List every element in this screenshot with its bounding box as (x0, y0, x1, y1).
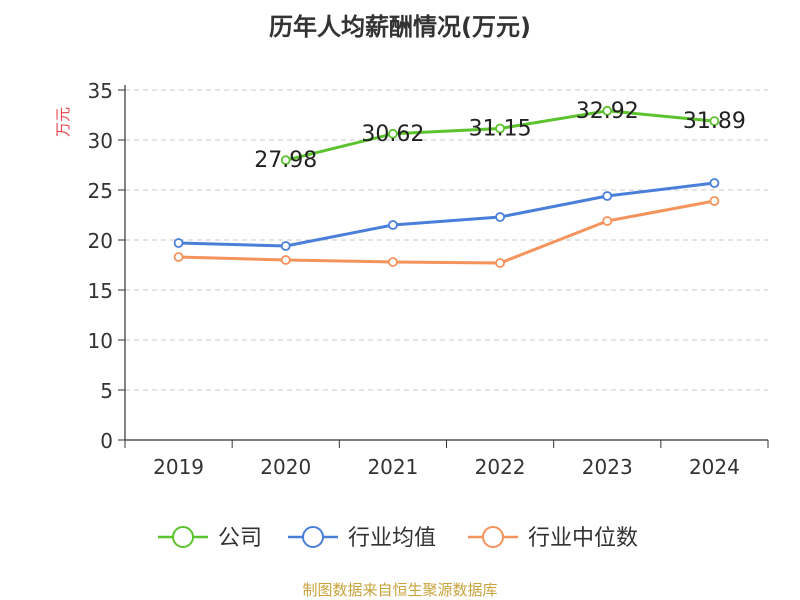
x-tick-label-2021: 2021 (367, 455, 418, 479)
data-label-2023: 32.92 (576, 99, 639, 124)
series-line-1 (177, 181, 716, 248)
series-0-point-2022 (495, 123, 505, 134)
series-0-point-2024 (709, 116, 720, 126)
series-1-point-2021 (388, 220, 398, 230)
chart-title: 历年人均薪酬情况(万元) (269, 13, 531, 41)
data-label-2020: 27.98 (254, 148, 317, 173)
series-2-point-2023 (602, 216, 613, 226)
series-2-point-2022 (495, 258, 505, 268)
series-0-point-2023 (602, 105, 613, 116)
series-2-point-2024 (709, 196, 720, 206)
series-2-point-2021 (388, 257, 398, 267)
series-2-point-2020 (280, 255, 291, 265)
series-line-2 (177, 199, 716, 265)
series-0-point-2020 (280, 155, 291, 166)
series-1-point-2019 (173, 238, 184, 248)
y-tick-label-30: 30 (88, 129, 113, 153)
data-labels: 27.98 30.62 31.15 32.92 31.89 (254, 99, 746, 173)
data-label-2024: 31.89 (683, 109, 746, 134)
legend-marker-1 (302, 526, 324, 548)
y-tick-label-20: 20 (88, 229, 113, 253)
legend-marker-0 (172, 526, 194, 548)
legend-label-0: 公司 (218, 526, 262, 551)
series-1-point-2024 (709, 178, 720, 188)
y-tick-label-10: 10 (88, 329, 113, 353)
x-tick-label-2024: 2024 (689, 455, 740, 479)
series-0-point-2021 (388, 128, 398, 139)
y-axis-label: 万元 (54, 107, 72, 137)
y-tick-label-0: 0 (100, 429, 113, 453)
y-tick-label-5: 5 (100, 379, 113, 403)
x-tick-label-2019: 2019 (153, 455, 204, 479)
legend-marker-2 (482, 526, 504, 548)
y-tick-label-15: 15 (88, 279, 113, 303)
series-2-point-2019 (173, 252, 184, 262)
series-group (173, 105, 720, 268)
series-1-point-2023 (602, 191, 613, 201)
grid-lines (125, 89, 768, 391)
source-note: 制图数据来自恒生聚源数据库 (302, 581, 497, 599)
legend-label-2: 行业中位数 (528, 526, 638, 551)
axes: 0 5 10 15 20 25 30 35 2019 2020 2021 2022 2023 2024 (88, 79, 769, 479)
series-1-point-2020 (280, 241, 291, 251)
series-1-point-2022 (495, 212, 505, 222)
legend: 公司 行业均值 行业中位数 (158, 526, 638, 551)
data-label-2022: 31.15 (469, 117, 532, 142)
x-tick-label-2023: 2023 (582, 455, 633, 479)
data-label-2021: 30.62 (361, 122, 424, 147)
legend-label-1: 行业均值 (348, 526, 436, 551)
x-tick-label-2022: 2022 (475, 455, 526, 479)
x-tick-label-2020: 2020 (260, 455, 311, 479)
y-tick-label-25: 25 (88, 179, 113, 203)
y-tick-label-35: 35 (88, 79, 113, 103)
